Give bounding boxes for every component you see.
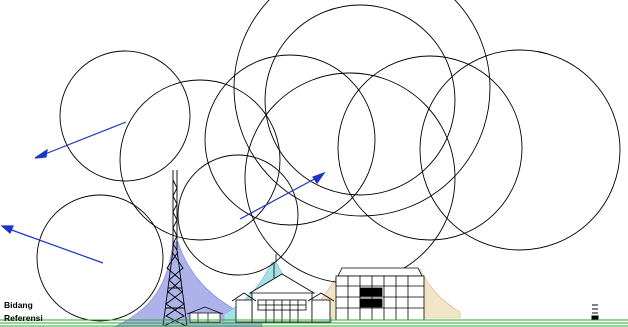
lightning-arrow-head — [34, 148, 48, 159]
sphere — [204, 54, 376, 226]
lightning-arrow-head — [312, 171, 326, 185]
ground-line — [0, 319, 628, 327]
lightning-arrows — [0, 121, 326, 264]
reference-plane-label-line1: Bidang — [4, 300, 33, 310]
mosque-building-icon — [231, 254, 335, 323]
lightning-arrow-head — [0, 225, 14, 234]
sphere — [419, 49, 621, 251]
rolling-spheres — [36, 0, 621, 322]
reference-plane-label-line2: Referensi — [4, 313, 43, 323]
lightning-arrow — [239, 175, 321, 220]
small-house-icon — [186, 306, 224, 323]
lightning-arrow — [39, 121, 127, 157]
sphere — [59, 50, 191, 182]
lightning-arrow — [5, 227, 104, 264]
sphere — [264, 4, 456, 196]
lightning-protection-tower-icon — [162, 170, 188, 327]
sphere — [337, 55, 523, 241]
sphere — [233, 0, 491, 217]
ground-marker-icon — [591, 304, 599, 321]
sphere — [36, 194, 164, 322]
sphere — [244, 72, 456, 284]
sphere — [177, 154, 299, 276]
sphere — [119, 79, 281, 241]
multi-storey-building-icon — [335, 267, 425, 321]
